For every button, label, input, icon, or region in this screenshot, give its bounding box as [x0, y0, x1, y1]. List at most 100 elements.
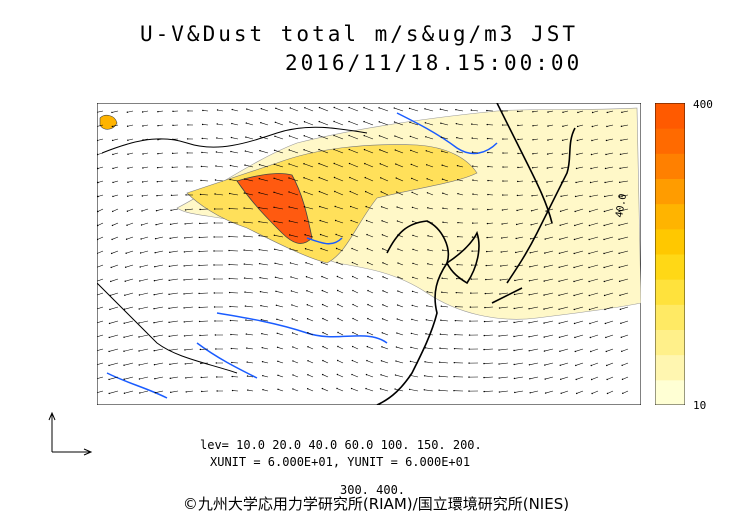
- wind-arrow: [606, 124, 614, 127]
- wind-arrow-head: [303, 177, 305, 179]
- wind-arrow-head: [501, 124, 504, 126]
- wind-arrow-head: [573, 294, 575, 297]
- wind-arrow-head: [393, 121, 396, 123]
- wind-arrow: [337, 276, 344, 280]
- wind-arrow-head: [546, 153, 549, 155]
- wind-arrow-head: [619, 294, 621, 297]
- wind-arrow: [424, 361, 434, 364]
- wind-arrow-head: [352, 331, 354, 334]
- wind-arrow-head: [590, 167, 592, 170]
- wind-arrow: [426, 319, 434, 322]
- wind-arrow-head: [532, 153, 534, 155]
- wind-arrow-head: [276, 346, 279, 348]
- wind-arrow: [411, 319, 419, 322]
- wind-arrow-head: [202, 109, 204, 112]
- wind-arrow-head: [603, 280, 605, 283]
- wind-arrow: [169, 250, 179, 253]
- wind-arrow-head: [558, 322, 560, 325]
- wind-arrow: [304, 135, 314, 140]
- wind-arrow-head: [321, 373, 324, 376]
- wind-arrow: [154, 334, 164, 337]
- wind-arrow: [124, 292, 134, 296]
- wind-arrow-head: [258, 191, 260, 194]
- wind-arrow: [247, 389, 254, 392]
- wind-arrow: [397, 276, 404, 280]
- wind-arrow-head: [380, 191, 382, 193]
- wind-arrow-head: [183, 321, 185, 323]
- wind-arrow: [366, 374, 374, 378]
- levels-line-2: 300. 400.: [340, 483, 406, 497]
- wind-arrow-head: [546, 181, 548, 183]
- wind-arrow-head: [381, 346, 383, 348]
- wind-arrow-head: [216, 109, 219, 111]
- wind-arrow-head: [485, 264, 487, 267]
- wind-arrow-head: [483, 320, 486, 323]
- wind-arrow-head: [440, 122, 442, 124]
- wind-arrow: [546, 208, 554, 212]
- wind-arrow: [472, 193, 479, 196]
- wind-arrow: [142, 124, 149, 127]
- wind-arrow: [288, 191, 299, 196]
- colorbar-band: [655, 178, 685, 205]
- wind-arrow-head: [455, 108, 457, 111]
- wind-arrow: [457, 165, 464, 168]
- wind-arrow: [364, 163, 374, 168]
- wind-arrow: [138, 334, 149, 338]
- wind-arrow-head: [214, 320, 216, 322]
- wind-arrow: [367, 318, 374, 322]
- wind-arrow-head: [169, 251, 171, 254]
- wind-arrow-head: [409, 360, 412, 363]
- wind-arrow-head: [499, 293, 501, 295]
- wind-arrow-head: [441, 164, 443, 166]
- contour-label: 40.0: [614, 193, 629, 219]
- wind-arrow-head: [381, 318, 384, 320]
- wind-arrow: [289, 234, 299, 238]
- wind-arrow: [112, 180, 119, 183]
- wind-arrow: [544, 250, 554, 254]
- wind-arrow-head: [228, 277, 231, 280]
- wind-arrow: [169, 348, 179, 351]
- wind-arrow: [366, 206, 374, 210]
- dust-source-blob: [99, 114, 118, 130]
- wind-arrow-head: [170, 209, 172, 212]
- wind-arrow-head: [531, 181, 534, 183]
- wind-arrow-head: [442, 235, 444, 237]
- wind-arrow-head: [171, 166, 174, 169]
- wind-arrow-head: [320, 247, 322, 250]
- wind-arrow: [394, 107, 404, 112]
- wind-arrow-head: [441, 150, 443, 152]
- dust-high-region: [236, 173, 313, 244]
- wind-arrow: [155, 236, 164, 239]
- wind-arrow-head: [486, 236, 488, 239]
- wind-arrow: [543, 306, 554, 310]
- wind-arrow-head: [231, 375, 233, 378]
- wind-arrow-head: [618, 238, 620, 241]
- wind-arrow-head: [589, 322, 591, 325]
- wind-arrow: [97, 110, 104, 113]
- wind-arrow: [288, 163, 299, 168]
- wind-arrow-head: [591, 392, 593, 395]
- wind-arrow: [531, 222, 539, 226]
- wind-arrow-head: [229, 178, 231, 181]
- wind-arrow-head: [395, 346, 398, 348]
- wind-arrow: [545, 376, 554, 380]
- wind-arrow-head: [442, 192, 444, 194]
- wind-arrow: [200, 194, 209, 196]
- wind-arrow: [573, 292, 584, 296]
- wind-arrow: [201, 166, 209, 168]
- wind-arrow-head: [259, 149, 261, 152]
- wind-arrow: [154, 348, 164, 351]
- wind-arrow-head: [307, 374, 309, 376]
- wind-arrow: [350, 191, 359, 196]
- wind-arrow-head: [560, 181, 563, 184]
- wind-arrow: [215, 179, 224, 182]
- wind-arrow: [558, 306, 569, 310]
- wind-arrow-head: [424, 108, 426, 110]
- wind-arrow-head: [243, 249, 245, 251]
- wind-arrow-head: [588, 280, 590, 283]
- wind-arrow-head: [590, 153, 593, 156]
- wind-arrow-head: [603, 252, 605, 255]
- wind-arrow: [545, 222, 554, 226]
- wind-arrow: [245, 319, 254, 322]
- wind-arrow-head: [471, 151, 474, 153]
